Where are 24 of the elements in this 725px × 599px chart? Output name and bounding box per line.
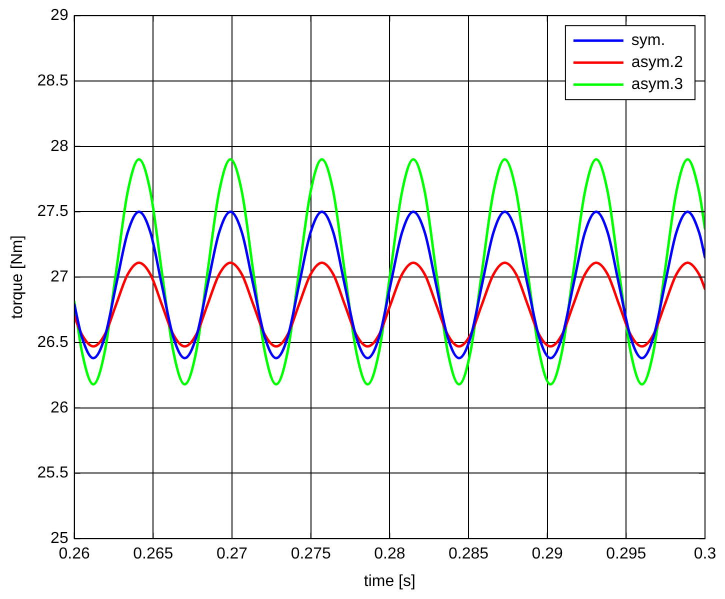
x-tick-label: 0.28 (374, 546, 406, 563)
x-tick-label: 0.295 (606, 546, 646, 563)
x-tick-label: 0.26 (58, 546, 90, 563)
x-tick-label: 0.29 (532, 546, 564, 563)
legend-label: asym.2 (631, 54, 684, 72)
x-tick-label: 0.3 (694, 546, 716, 563)
x-tick-label: 0.265 (133, 546, 174, 563)
x-axis-title: time [s] (364, 572, 416, 590)
y-axis-title: torque [Nm] (9, 235, 26, 319)
x-tick-label: 0.285 (448, 546, 489, 563)
y-tick-label: 26 (50, 399, 68, 416)
y-tick-label: 28 (50, 138, 68, 155)
x-tick-label: 0.27 (216, 546, 248, 563)
y-tick-label: 26.5 (37, 334, 68, 351)
y-tick-label: 25.5 (37, 464, 68, 482)
x-tick-label: 0.275 (290, 546, 331, 563)
y-tick-label: 27.5 (37, 203, 68, 220)
y-tick-label: 28.5 (37, 72, 68, 90)
line-series (74, 210, 705, 360)
legend-label: sym. (631, 32, 666, 50)
y-tick-label: 27 (50, 268, 68, 286)
legend-label: asym.3 (631, 76, 684, 94)
y-tick-label: 29 (50, 7, 68, 24)
y-tick-label: 25 (50, 530, 68, 548)
